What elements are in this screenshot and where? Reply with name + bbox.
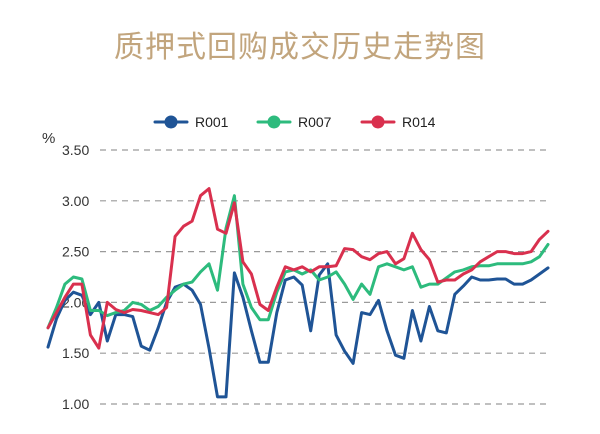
- y-tick-label: 3.00: [62, 193, 89, 209]
- y-unit-label: %: [42, 130, 55, 147]
- chart-title: 质押式回购成交历史走势图: [114, 30, 486, 65]
- legend-label: R007: [298, 114, 332, 130]
- legend-marker: [267, 115, 281, 129]
- series-line-r007: [46, 194, 550, 330]
- y-tick-label: 2.50: [62, 244, 89, 260]
- legend-item-r007: R007: [256, 114, 332, 130]
- legend-label: R001: [195, 114, 229, 130]
- legend-label: R014: [402, 114, 436, 130]
- series-line-r001: [46, 262, 550, 399]
- y-tick-label: 1.50: [62, 345, 89, 361]
- legend-marker: [164, 115, 178, 129]
- legend-item-r001: R001: [153, 114, 229, 130]
- series-line-r014: [46, 187, 550, 350]
- legend-marker: [371, 115, 385, 129]
- legend-item-r014: R014: [360, 114, 436, 130]
- y-tick-label: 1.00: [62, 396, 89, 412]
- y-tick-label: 3.50: [62, 142, 89, 158]
